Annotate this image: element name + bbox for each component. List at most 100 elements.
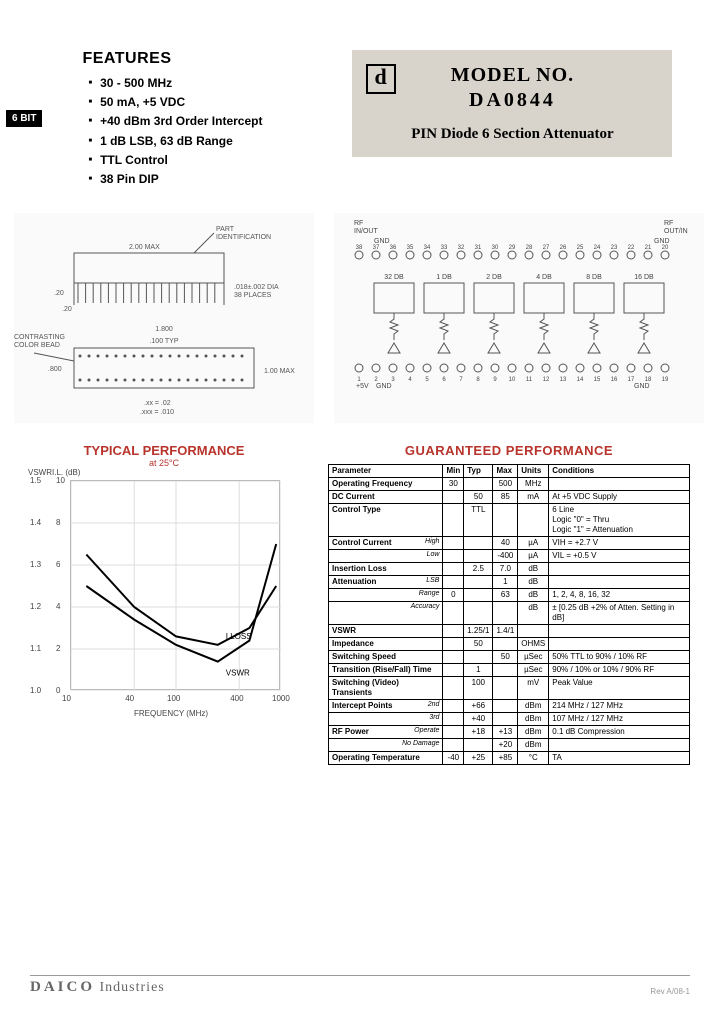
svg-text:2 DB: 2 DB <box>486 274 502 281</box>
performance-table-block: GUARANTEED PERFORMANCE ParameterMinTypMa… <box>328 443 690 765</box>
model-box: MODEL NO. DA0844 PIN Diode 6 Section Att… <box>352 50 672 157</box>
svg-text:21: 21 <box>645 245 652 251</box>
svg-text:32: 32 <box>458 245 465 251</box>
table-row: Operating Temperature-40+25+85°CTA <box>329 752 690 765</box>
svg-text:GND: GND <box>374 238 390 245</box>
table-row: Transition (Rise/Fall) Time1µSec90% / 10… <box>329 664 690 677</box>
table-row: No Damage+20dBm <box>329 739 690 752</box>
model-subtitle: PIN Diode 6 Section Attenuator <box>362 126 662 143</box>
svg-text:9: 9 <box>493 377 497 383</box>
svg-text:11: 11 <box>526 377 533 383</box>
svg-text:10: 10 <box>509 377 516 383</box>
feature-item: TTL Control <box>88 151 332 170</box>
table-row: RF PowerOperate+18+13dBm0.1 dB Compressi… <box>329 726 690 739</box>
table-row: Control CurrentHigh40µAVIH = +2.7 V <box>329 537 690 550</box>
table-row: 3rd+40dBm107 MHz / 127 MHz <box>329 713 690 726</box>
svg-text:31: 31 <box>475 245 482 251</box>
svg-text:30: 30 <box>492 245 499 251</box>
svg-text:15: 15 <box>594 377 601 383</box>
svg-text:COLOR BEAD: COLOR BEAD <box>14 342 60 349</box>
table-row: Switching Speed50µSec50% TTL to 90% / 10… <box>329 651 690 664</box>
svg-text:1.00 MAX: 1.00 MAX <box>264 368 295 375</box>
svg-text:36: 36 <box>390 245 397 251</box>
footer-brand-light: Industries <box>95 980 165 995</box>
footer-rev: Rev A/08-1 <box>650 987 690 996</box>
footer: DAICO Industries Rev A/08-1 <box>30 975 690 996</box>
svg-text:GND: GND <box>634 383 650 390</box>
table-header: Conditions <box>549 465 690 478</box>
svg-text:8: 8 <box>476 377 480 383</box>
bit-badge: 6 BIT <box>6 110 42 127</box>
table-row: Control TypeTTL6 Line Logic "0" = Thru L… <box>329 504 690 537</box>
table-row: Low-400µAVIL = +0.5 V <box>329 550 690 563</box>
svg-text:25: 25 <box>577 245 584 251</box>
svg-text:26: 26 <box>560 245 567 251</box>
table-header: Typ <box>464 465 493 478</box>
svg-text:22: 22 <box>628 245 635 251</box>
feature-item: 50 mA, +5 VDC <box>88 93 332 112</box>
footer-brand-bold: DAICO <box>30 979 95 995</box>
chart-title: TYPICAL PERFORMANCE <box>14 443 314 458</box>
svg-text:8 DB: 8 DB <box>586 274 602 281</box>
feature-item: 1 dB LSB, 63 dB Range <box>88 132 332 151</box>
chart-subtitle: at 25°C <box>14 458 314 468</box>
svg-text:24: 24 <box>594 245 601 251</box>
svg-text:.800: .800 <box>48 366 62 373</box>
svg-text:4: 4 <box>408 377 412 383</box>
table-header: Max <box>493 465 518 478</box>
table-header: Min <box>443 465 464 478</box>
svg-text:.xx = .02: .xx = .02 <box>144 400 171 407</box>
svg-text:IN/OUT: IN/OUT <box>354 228 378 235</box>
bottom-row: TYPICAL PERFORMANCE at 25°C I LOSS VSWR V… <box>14 443 690 765</box>
svg-text:32 DB: 32 DB <box>384 274 404 281</box>
table-row: Operating Frequency30500MHz <box>329 478 690 491</box>
svg-text:19: 19 <box>662 377 669 383</box>
svg-text:14: 14 <box>577 377 584 383</box>
header-row: 6 BIT FEATURES 30 - 500 MHz50 mA, +5 VDC… <box>6 50 690 189</box>
feature-item: +40 dBm 3rd Order Intercept <box>88 112 332 131</box>
svg-text:3: 3 <box>391 377 395 383</box>
svg-text:RF: RF <box>354 220 363 227</box>
block-diagram: RFIN/OUT RFOUT/IN GNDGND 383736353433323… <box>334 213 704 423</box>
svg-text:29: 29 <box>509 245 516 251</box>
table-header: Parameter <box>329 465 443 478</box>
svg-text:16: 16 <box>611 377 618 383</box>
svg-text:1.800: 1.800 <box>155 326 173 333</box>
svg-text:23: 23 <box>611 245 618 251</box>
svg-text:12: 12 <box>543 377 550 383</box>
brand-logo-icon <box>366 64 396 94</box>
performance-table: ParameterMinTypMaxUnitsConditions Operat… <box>328 464 690 765</box>
svg-text:IDENTIFICATION: IDENTIFICATION <box>216 234 271 241</box>
svg-text:7: 7 <box>459 377 463 383</box>
model-line1: MODEL NO. <box>362 64 662 87</box>
svg-text:33: 33 <box>441 245 448 251</box>
svg-text:.100 TYP: .100 TYP <box>149 338 178 345</box>
svg-text:.018±.002 DIA: .018±.002 DIA <box>234 284 279 291</box>
table-header: Units <box>518 465 549 478</box>
table-row: AccuracydB± [0.25 dB +2% of Atten. Setti… <box>329 602 690 625</box>
svg-text:13: 13 <box>560 377 567 383</box>
chart-plot: I LOSS VSWR <box>70 480 280 690</box>
svg-text:CONTRASTING: CONTRASTING <box>14 334 65 341</box>
svg-text:.20: .20 <box>54 290 64 297</box>
svg-text:35: 35 <box>407 245 414 251</box>
svg-text:38: 38 <box>356 245 363 251</box>
svg-text:1 DB: 1 DB <box>436 274 452 281</box>
features-list: 30 - 500 MHz50 mA, +5 VDC+40 dBm 3rd Ord… <box>82 74 332 189</box>
table-row: VSWR1.25/11.4/1 <box>329 625 690 638</box>
svg-text:2.00 MAX: 2.00 MAX <box>129 244 160 251</box>
table-row: Switching (Video) Transients100mVPeak Va… <box>329 677 690 700</box>
svg-text:37: 37 <box>373 245 380 251</box>
table-row: DC Current5085mAAt +5 VDC Supply <box>329 491 690 504</box>
svg-text:.20: .20 <box>62 306 72 313</box>
svg-text:I LOSS: I LOSS <box>226 632 252 641</box>
svg-text:20: 20 <box>662 245 669 251</box>
svg-text:VSWR: VSWR <box>226 669 250 678</box>
table-row: Insertion Loss2.57.0dB <box>329 563 690 576</box>
svg-text:27: 27 <box>543 245 550 251</box>
svg-text:6: 6 <box>442 377 446 383</box>
svg-text:16 DB: 16 DB <box>634 274 654 281</box>
table-row: AttenuationLSB1dB <box>329 576 690 589</box>
svg-text:PART: PART <box>216 226 235 233</box>
svg-text:OUT/IN: OUT/IN <box>664 228 688 235</box>
